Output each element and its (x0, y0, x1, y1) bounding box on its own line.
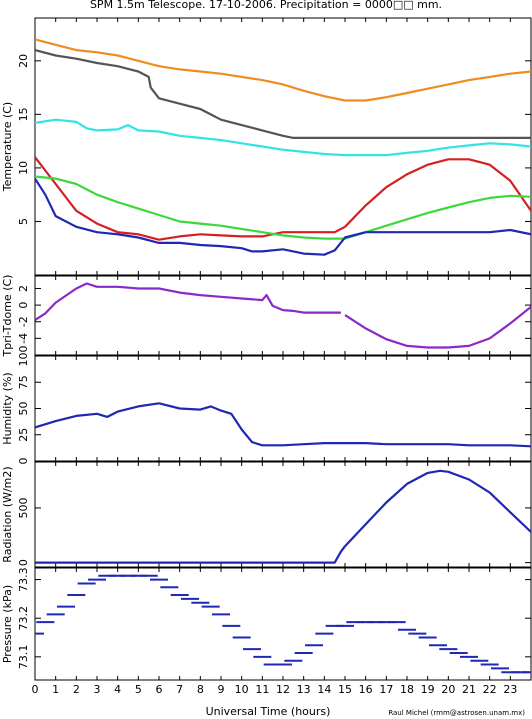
panel-frame (34, 567, 532, 681)
y-tick-label: 10 (17, 161, 30, 175)
y-tick-label: 20 (17, 54, 30, 68)
x-tick-label: 0 (32, 683, 39, 696)
y-tick-label: 0 (17, 302, 30, 309)
y-tick-label: 2 (17, 285, 30, 292)
y-tick-label: -2 (17, 316, 30, 327)
x-tick-label: 3 (94, 683, 101, 696)
y-tick-label: 50 (17, 402, 30, 416)
x-tick-label: 7 (176, 683, 183, 696)
x-tick-label: 15 (338, 683, 352, 696)
x-tick-label: 12 (276, 683, 290, 696)
y-axis-title: Temperature (C) (1, 102, 14, 192)
y-axis-title: Pressure (kPa) (1, 585, 14, 663)
x-tick-label: 19 (421, 683, 435, 696)
y-tick-label: 25 (17, 428, 30, 442)
panel-frame (34, 461, 532, 568)
y-tick-label: 500 (17, 497, 30, 518)
chart-title: SPM 1.5m Telescope. 17-10-2006. Precipit… (90, 0, 442, 11)
x-tick-label: 13 (297, 683, 311, 696)
x-tick-label: 5 (135, 683, 142, 696)
x-tick-label: 20 (441, 683, 455, 696)
x-tick-label: 11 (255, 683, 269, 696)
y-tick-label: 73.2 (17, 606, 30, 631)
credit-text: Raul Michel (rmm@astrosen.unam.mx) (388, 709, 525, 717)
series-line-0 (35, 402, 531, 448)
series-group (35, 574, 531, 674)
y-tick-label: 0 (17, 458, 30, 465)
series-line-1 (35, 49, 531, 139)
y-tick-label: 100 (17, 346, 30, 367)
series-line-2 (35, 118, 531, 157)
x-tick-label: 8 (197, 683, 204, 696)
x-tick-label: 1 (52, 683, 59, 696)
series-line-0 (35, 282, 341, 322)
y-tick-label: -4 (17, 333, 30, 344)
series-line-0 (35, 469, 531, 564)
x-tick-label: 14 (317, 683, 331, 696)
y-tick-label: 0 (17, 559, 30, 566)
series-group (35, 38, 531, 256)
series-group (35, 402, 531, 448)
series-line-0 (35, 38, 531, 102)
x-tick-label: 23 (503, 683, 517, 696)
x-tick-label: 2 (73, 683, 80, 696)
y-tick-label: 73.1 (17, 645, 30, 670)
panel-0: 5 10 15 20 Temperature (C) (1, 17, 532, 276)
series-line-3 (35, 156, 531, 241)
series-group (35, 282, 531, 349)
y-tick-label: 75 (17, 375, 30, 389)
x-axis-title: Universal Time (hours) (206, 705, 331, 718)
x-tick-label: 18 (400, 683, 414, 696)
y-axis-title: Humidity (%) (1, 372, 14, 444)
y-tick-label: 15 (17, 107, 30, 121)
x-tick-label: 10 (235, 683, 249, 696)
x-tick-label: 17 (379, 683, 393, 696)
series-line-4 (35, 175, 531, 240)
series-line-5 (35, 178, 531, 256)
series-group (35, 469, 531, 564)
y-tick-label: 5 (17, 218, 30, 225)
x-tick-label: 22 (483, 683, 497, 696)
x-tick-label: 16 (359, 683, 373, 696)
series-line-1 (344, 305, 531, 349)
x-tick-label: 21 (462, 683, 476, 696)
y-axis-title: Radiation (W/m2) (1, 466, 14, 562)
y-axis-title: Tpri-Tdome (C) (1, 275, 14, 358)
x-tick-label: 9 (218, 683, 225, 696)
x-tick-label: 4 (114, 683, 121, 696)
y-tick-label: 73.3 (17, 567, 30, 592)
x-tick-label: 6 (156, 683, 163, 696)
